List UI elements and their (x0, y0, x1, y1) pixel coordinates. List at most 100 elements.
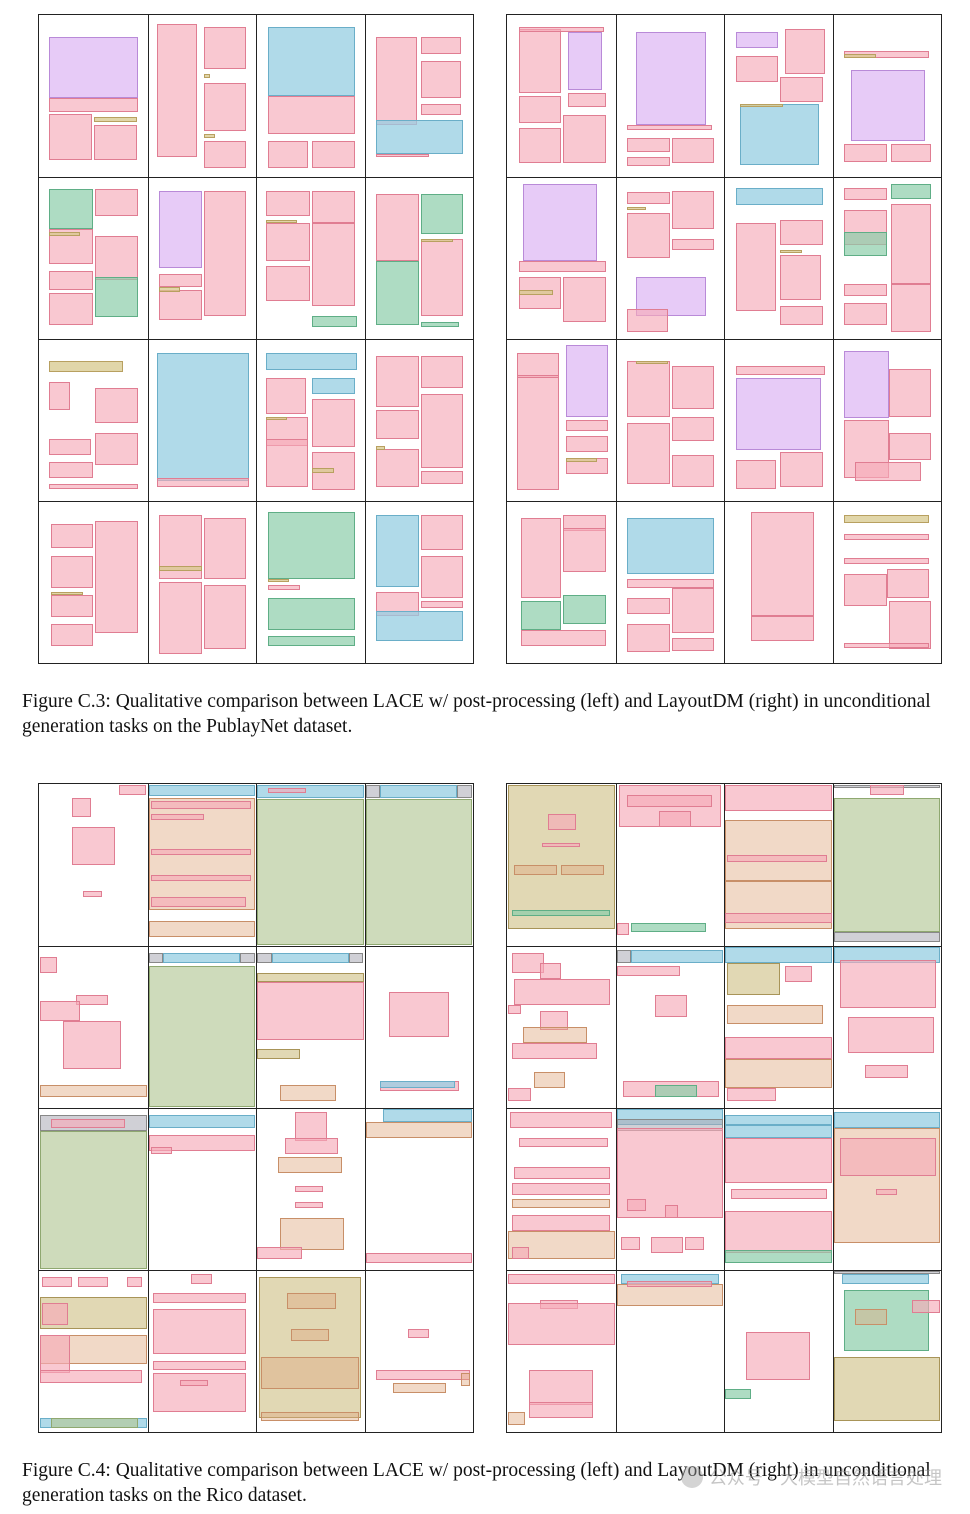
c3-right-grid (506, 14, 942, 664)
layout-box-text (518, 96, 562, 124)
layout-box-text (627, 598, 670, 614)
layout-box-text (265, 378, 306, 414)
layout-box-text (671, 137, 715, 164)
layout-box-text (510, 1112, 613, 1129)
layout-box-text (844, 642, 930, 648)
layout-box-rico-tan (365, 1121, 472, 1138)
layout-box-text (78, 1277, 109, 1287)
c4-left-cell (366, 947, 473, 1107)
layout-box-text (650, 1237, 683, 1253)
layout-box-title (203, 73, 211, 79)
layout-box-text (735, 56, 779, 82)
layout-box-title (265, 219, 298, 223)
layout-box-text (512, 1182, 611, 1196)
layout-box-text (780, 219, 823, 246)
c3-left-cell (257, 502, 364, 662)
grid-divider-horizontal (39, 339, 473, 340)
layout-box-text (420, 36, 462, 55)
layout-box-text (295, 1185, 324, 1193)
layout-box-table (725, 1115, 832, 1125)
layout-box-text (854, 461, 921, 481)
layout-box-text (48, 439, 92, 456)
layout-box-list (267, 598, 355, 630)
layout-box-text (312, 140, 355, 168)
layout-box-text (627, 156, 670, 167)
layout-box-text (257, 1246, 302, 1260)
layout-box-text (50, 1118, 126, 1129)
layout-box-text (567, 92, 606, 108)
layout-box-text (565, 420, 609, 432)
layout-box-text (844, 187, 887, 201)
layout-box-text (888, 601, 932, 650)
c3-right-cell (834, 502, 941, 662)
c4-right-grid (506, 783, 942, 1433)
grid-divider-horizontal (507, 1108, 941, 1109)
grid-divider-vertical (832, 15, 834, 663)
c3-left-cell (149, 340, 256, 500)
layout-box-rico-green (148, 966, 255, 1107)
grid-divider-vertical (364, 784, 366, 1432)
layout-box-text (844, 283, 887, 297)
c3-left-cell (149, 16, 256, 176)
layout-box-rico-tan (616, 1283, 723, 1307)
c4-left-cell (149, 1271, 256, 1431)
watermark-text: 公众号 · 大模型自然语言处理 (708, 1468, 942, 1489)
layout-box-text (620, 1237, 640, 1250)
c4-right-cell (616, 785, 724, 945)
layout-box-text (376, 1370, 470, 1380)
c3-right-cell (508, 340, 615, 500)
layout-box-text (844, 144, 887, 162)
layout-box-title (48, 360, 124, 372)
layout-box-text (40, 1001, 81, 1021)
layout-box-text (95, 235, 138, 281)
layout-box-text (312, 399, 355, 448)
layout-box-text (518, 27, 604, 32)
layout-box-text (420, 238, 464, 316)
layout-box-rico-olive (727, 963, 781, 995)
layout-box-text (844, 558, 930, 565)
c4-left-cell (40, 947, 147, 1107)
layout-box-title (844, 514, 930, 523)
layout-box-text (512, 1214, 611, 1231)
c4-right-cell (508, 1271, 615, 1431)
layout-box-table (725, 1125, 832, 1138)
c4-left-grid (38, 783, 474, 1433)
layout-box-figure (635, 277, 706, 316)
layout-box-rico-tan (533, 1071, 566, 1088)
c4-right-cell (616, 1109, 723, 1269)
c4-left-cell (40, 1109, 147, 1269)
figure-c4-caption: Figure C.4: Qualitative comparison betwe… (22, 1460, 931, 1506)
layout-box-text (627, 124, 713, 130)
c4-right-cell (833, 1109, 940, 1269)
c3-left-cell (149, 178, 256, 338)
layout-box-text (784, 28, 826, 74)
layout-box-text (50, 594, 94, 618)
c3-left-cell (40, 16, 147, 176)
layout-box-rico-gray (257, 953, 272, 963)
layout-box-text (735, 222, 777, 311)
layout-box-rico-tan (561, 865, 604, 875)
layout-box-rico-tan (40, 1084, 147, 1098)
layout-box-text (50, 623, 94, 646)
layout-box-rico-tan (512, 1198, 611, 1209)
layout-box-figure (850, 70, 926, 141)
c3-right-cell (617, 178, 724, 338)
c4-left-cell (257, 947, 364, 1107)
layout-box-rico-green (365, 799, 472, 945)
c4-right-cell (725, 1271, 832, 1431)
layout-box-text (267, 96, 355, 135)
layout-box-rico-olive (508, 785, 615, 929)
c4-left-cell (365, 785, 472, 945)
layout-box-text (876, 1189, 898, 1196)
layout-box-table (833, 1112, 940, 1129)
layout-box-title (265, 416, 287, 420)
layout-box-text (888, 368, 932, 417)
layout-box-list (267, 511, 355, 579)
layout-box-text (684, 1237, 704, 1250)
layout-box-text (180, 1379, 209, 1387)
layout-box-text (750, 615, 815, 642)
layout-box-rico-tan (854, 1309, 887, 1326)
grid-divider-horizontal (39, 501, 473, 502)
grid-divider-horizontal (507, 339, 941, 340)
layout-box-text (295, 1112, 328, 1141)
